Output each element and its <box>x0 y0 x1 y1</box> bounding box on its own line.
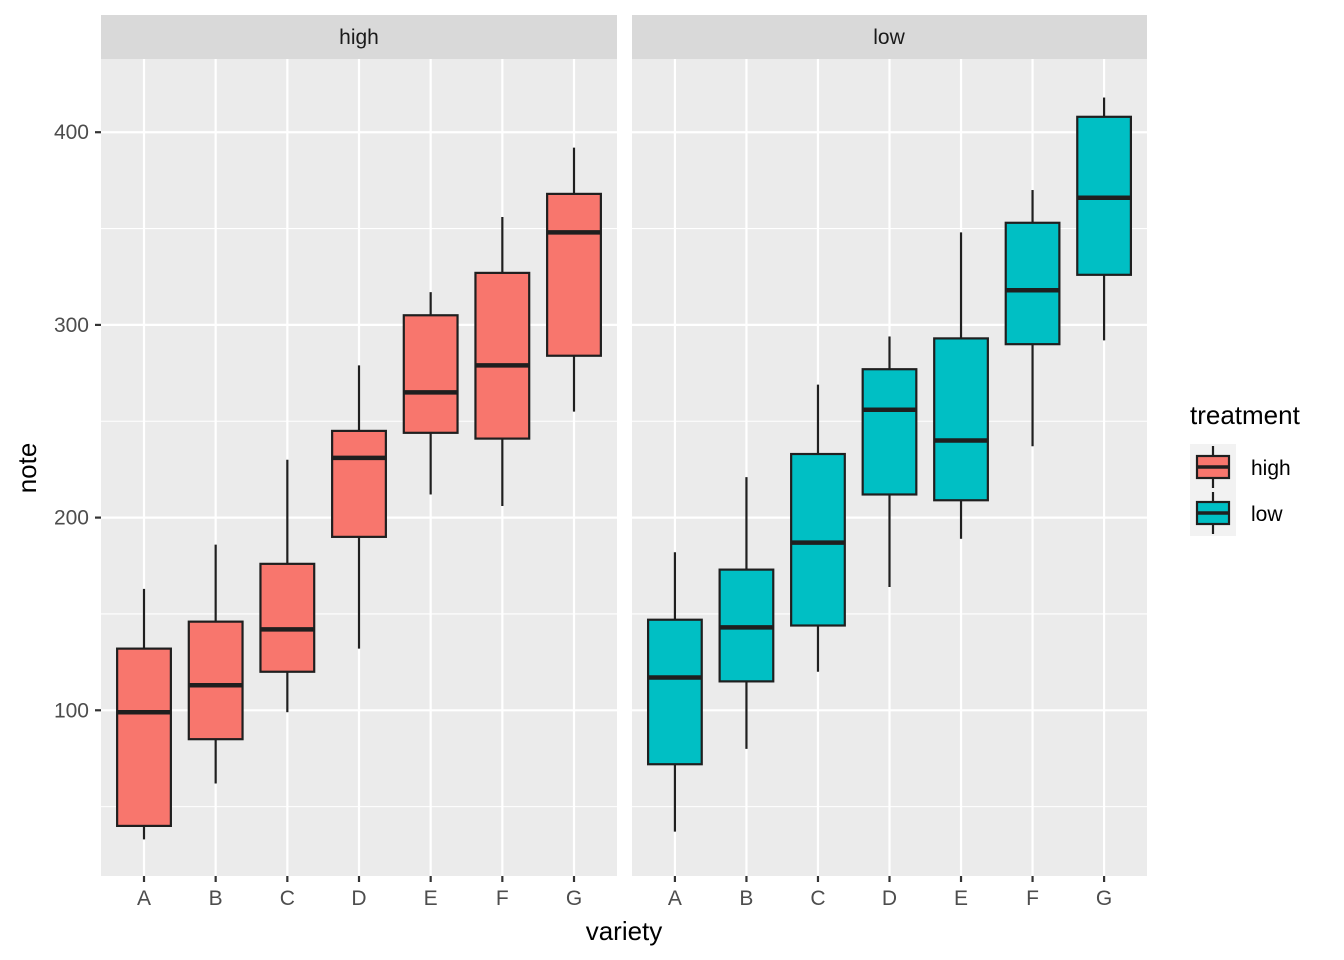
x-tick-label: E <box>424 887 438 910</box>
facet-high: high <box>101 15 617 876</box>
legend-item-high: high <box>1190 444 1291 490</box>
box-body <box>116 647 172 828</box>
panel-high-grid <box>101 59 617 876</box>
x-tick-label: B <box>209 887 223 910</box>
box-high-B <box>187 544 244 784</box>
x-axis-high: A B C D E F G <box>137 876 582 910</box>
x-tick-label: B <box>739 887 753 910</box>
facet-strip-low <box>632 15 1147 59</box>
box-high-E <box>402 292 459 495</box>
y-tick-label: 400 <box>54 121 89 144</box>
x-tick-label: A <box>137 887 151 910</box>
box-body <box>474 271 531 440</box>
x-axis-title: variety <box>586 916 663 946</box>
x-tick-label: C <box>280 887 295 910</box>
box-low-D <box>861 336 918 587</box>
legend-label: high <box>1251 457 1291 480</box>
legend-title: treatment <box>1190 400 1301 430</box>
x-tick-label: D <box>351 887 366 910</box>
panel-high-boxes <box>116 147 602 840</box>
box-high-D <box>331 365 387 649</box>
box-body <box>1004 221 1061 346</box>
box-body <box>402 314 459 434</box>
box-body <box>646 618 703 766</box>
legend-keys: high low <box>1190 444 1291 536</box>
box-low-E <box>933 232 989 539</box>
box-body <box>933 337 989 502</box>
box-body <box>546 192 602 357</box>
facet-label-low: low <box>873 26 905 49</box>
box-high-A <box>116 588 172 840</box>
y-axis: 100 200 300 400 <box>54 121 101 722</box>
box-body <box>259 562 316 673</box>
y-tick-label: 100 <box>54 699 89 722</box>
box-high-C <box>259 459 316 713</box>
box-low-F <box>1004 190 1061 447</box>
x-tick-label: D <box>882 887 897 910</box>
facet-label-high: high <box>339 26 379 49</box>
box-low-A <box>646 552 703 832</box>
legend-label: low <box>1251 503 1283 526</box>
facet-strip-high <box>101 15 617 59</box>
box-body <box>790 452 846 627</box>
x-tick-label: G <box>1096 887 1112 910</box>
legend-item-low: low <box>1190 490 1283 536</box>
x-tick-label: A <box>668 887 682 910</box>
x-tick-label: E <box>954 887 968 910</box>
panel-low-boxes <box>646 97 1133 832</box>
y-tick-label: 200 <box>54 507 89 530</box>
facet-low: low <box>632 15 1147 876</box>
box-low-G <box>1076 97 1133 341</box>
x-tick-label: F <box>496 887 509 910</box>
x-tick-label: F <box>1026 887 1039 910</box>
box-body <box>331 429 387 538</box>
y-axis-title: note <box>12 443 42 494</box>
y-tick-label: 300 <box>54 314 89 337</box>
box-low-B <box>718 477 775 749</box>
box-low-C <box>790 384 846 672</box>
x-tick-label: G <box>566 887 582 910</box>
box-high-F <box>474 217 531 507</box>
legend: treatment high low <box>1190 400 1301 536</box>
box-high-G <box>546 147 602 412</box>
box-body <box>861 368 918 496</box>
x-tick-label: C <box>810 887 825 910</box>
box-body <box>187 620 244 741</box>
x-axis-low: A B C D E F G <box>668 876 1112 910</box>
